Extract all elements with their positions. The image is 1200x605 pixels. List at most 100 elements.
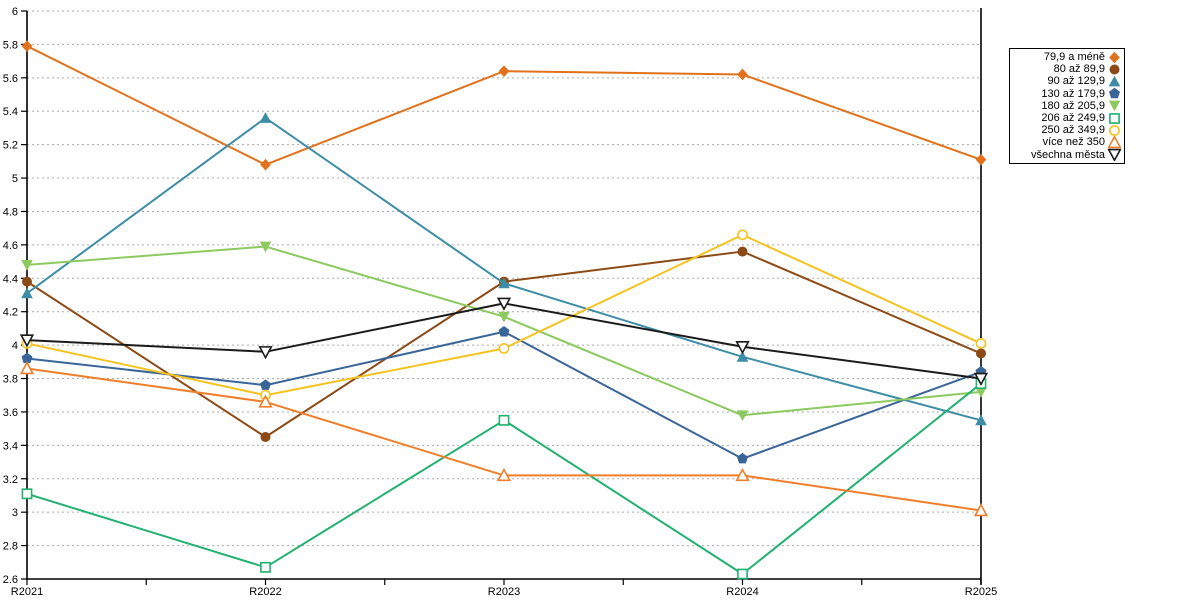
x-tick-label: R2022 bbox=[249, 586, 281, 598]
legend-item: 206 až 249,9 bbox=[1012, 112, 1121, 124]
legend-item: 250 až 349,9 bbox=[1012, 124, 1121, 136]
data-point-marker bbox=[975, 338, 987, 349]
data-point-marker bbox=[19, 361, 35, 375]
y-tick-label: 3.4 bbox=[3, 440, 18, 452]
data-point-marker bbox=[21, 488, 33, 500]
legend-label: 90 až 129,9 bbox=[1047, 75, 1106, 88]
legend-label: více než 350 bbox=[1042, 136, 1105, 149]
data-point-marker bbox=[19, 334, 35, 348]
data-point-marker bbox=[22, 276, 32, 287]
legend-item: 180 až 205,9 bbox=[1012, 100, 1121, 112]
legend-marker-icon bbox=[1108, 148, 1121, 162]
data-point-marker bbox=[976, 348, 986, 359]
data-point-marker bbox=[737, 229, 748, 241]
data-point-marker bbox=[21, 40, 33, 52]
y-tick-label: 2.8 bbox=[3, 541, 18, 553]
legend-marker-icon bbox=[1109, 51, 1120, 63]
legend-marker-icon bbox=[1109, 112, 1120, 124]
legend-marker-icon bbox=[1108, 75, 1121, 87]
legend-marker-icon bbox=[1108, 135, 1121, 149]
y-tick-label: 3 bbox=[12, 507, 18, 519]
data-point-marker bbox=[736, 351, 749, 362]
data-point-marker bbox=[736, 410, 749, 422]
legend-label: všechna města bbox=[1031, 148, 1105, 161]
data-point-marker bbox=[737, 68, 748, 81]
data-point-marker bbox=[260, 561, 271, 573]
y-tick-label: 5.2 bbox=[3, 140, 18, 152]
legend-label: 250 až 349,9 bbox=[1041, 124, 1105, 137]
data-point-marker bbox=[1109, 51, 1120, 63]
y-tick-label: 6 bbox=[12, 6, 18, 18]
legend-label: 79,9 a méně bbox=[1043, 51, 1105, 64]
series-line bbox=[26, 367, 982, 512]
x-tick-label: R2023 bbox=[488, 586, 520, 598]
data-point-marker bbox=[498, 277, 510, 289]
legend-item: 80 až 89,9 bbox=[1012, 63, 1121, 75]
y-tick-label: 2.6 bbox=[3, 574, 18, 586]
data-point-marker bbox=[1108, 100, 1121, 112]
data-point-marker bbox=[259, 112, 272, 123]
y-tick-label: 5.6 bbox=[3, 73, 18, 85]
data-point-marker bbox=[737, 246, 748, 257]
data-point-marker bbox=[498, 65, 510, 77]
data-point-marker bbox=[1109, 64, 1120, 75]
y-tick-label: 5.8 bbox=[3, 39, 18, 51]
y-tick-label: 4 bbox=[12, 340, 18, 352]
data-point-marker bbox=[737, 568, 748, 580]
data-point-marker bbox=[498, 311, 510, 323]
data-point-marker bbox=[973, 503, 989, 517]
legend-item: všechna města bbox=[1012, 148, 1121, 162]
data-point-marker bbox=[975, 386, 987, 398]
legend-item: 90 až 129,9 bbox=[1012, 75, 1121, 87]
y-tick-label: 3.6 bbox=[3, 407, 18, 419]
x-tick-label: R2021 bbox=[11, 586, 43, 598]
series-line bbox=[26, 45, 982, 166]
data-point-marker bbox=[735, 341, 750, 355]
data-point-marker bbox=[973, 372, 989, 387]
legend-marker-icon bbox=[1109, 64, 1120, 75]
data-point-marker bbox=[259, 379, 272, 390]
y-tick-label: 4.4 bbox=[3, 273, 18, 285]
data-point-marker bbox=[735, 467, 750, 482]
data-point-marker bbox=[498, 343, 510, 354]
y-tick-label: 5 bbox=[12, 173, 18, 185]
legend-marker-icon bbox=[1109, 124, 1120, 136]
data-point-marker bbox=[1108, 135, 1121, 149]
y-tick-label: 3.8 bbox=[3, 374, 18, 386]
data-point-marker bbox=[259, 241, 272, 253]
legend-label: 180 až 205,9 bbox=[1041, 99, 1105, 112]
data-point-marker bbox=[260, 432, 271, 442]
data-point-marker bbox=[498, 414, 510, 426]
legend-marker-icon bbox=[1108, 100, 1121, 112]
legend-label: 80 až 89,9 bbox=[1053, 63, 1105, 76]
x-tick-label: R2025 bbox=[965, 586, 997, 598]
data-point-marker bbox=[496, 467, 512, 482]
data-point-marker bbox=[1108, 75, 1121, 87]
y-tick-label: 4.6 bbox=[3, 240, 18, 252]
chart-legend: 79,9 a méně 80 až 89,9 90 až 129,9 130 až 1… bbox=[1009, 48, 1125, 164]
legend-label: 206 až 249,9 bbox=[1041, 112, 1105, 125]
data-point-marker bbox=[736, 452, 749, 464]
data-point-marker bbox=[975, 414, 987, 426]
legend-item: 79,9 a méně bbox=[1012, 51, 1121, 63]
data-point-marker bbox=[21, 287, 33, 299]
legend-item: 130 až 179,9 bbox=[1012, 88, 1121, 100]
data-point-marker bbox=[258, 346, 273, 360]
y-tick-label: 4.8 bbox=[3, 206, 18, 218]
data-point-marker bbox=[496, 297, 512, 311]
data-point-marker bbox=[258, 394, 273, 408]
data-point-marker bbox=[1108, 87, 1121, 99]
data-point-marker bbox=[1109, 112, 1120, 124]
data-point-marker bbox=[260, 158, 271, 171]
data-point-marker bbox=[1109, 124, 1120, 136]
y-tick-label: 4.2 bbox=[3, 307, 18, 319]
data-point-marker bbox=[498, 325, 510, 337]
legend-item: více než 350 bbox=[1012, 135, 1121, 149]
legend-label: 130 až 179,9 bbox=[1041, 87, 1105, 100]
y-tick-label: 5.4 bbox=[3, 106, 18, 118]
legend-marker-icon bbox=[1108, 87, 1121, 99]
data-point-marker bbox=[21, 352, 33, 364]
x-tick-label: R2024 bbox=[726, 586, 758, 598]
